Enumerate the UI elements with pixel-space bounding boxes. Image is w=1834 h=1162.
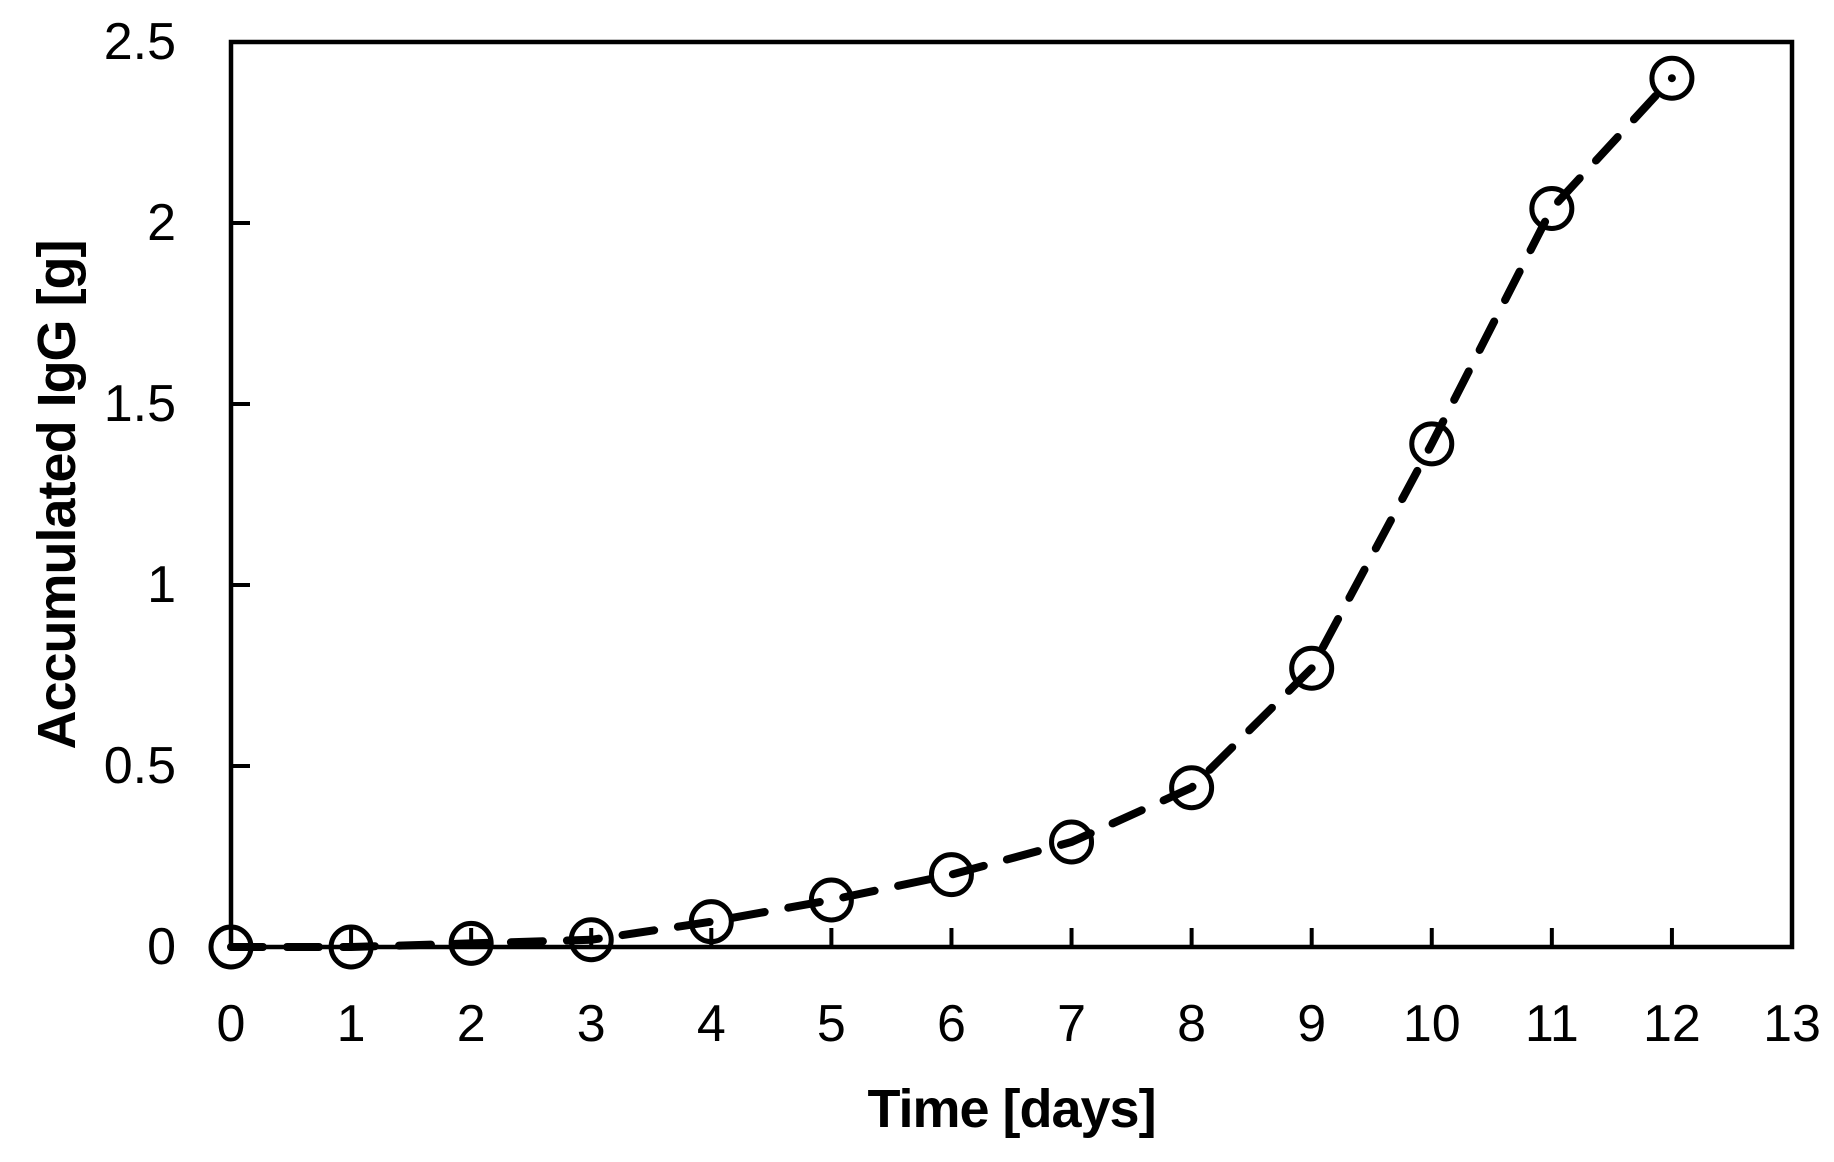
x-tick-label: 10 bbox=[1403, 995, 1461, 1053]
x-tick-label: 3 bbox=[577, 995, 606, 1053]
data-point-marker bbox=[568, 917, 614, 963]
series-line bbox=[227, 74, 1676, 951]
data-point-marker bbox=[688, 899, 734, 945]
x-tick-label: 5 bbox=[817, 995, 846, 1053]
x-tick-label: 4 bbox=[697, 995, 726, 1053]
data-point-marker bbox=[208, 924, 254, 970]
x-tick-label: 1 bbox=[337, 995, 366, 1053]
data-point-marker bbox=[1409, 421, 1455, 467]
data-point-marker bbox=[448, 920, 494, 966]
data-point-marker bbox=[928, 852, 974, 898]
y-tick-label: 1.5 bbox=[104, 375, 176, 433]
data-point-marker bbox=[1289, 645, 1335, 691]
x-tick-label: 11 bbox=[1525, 995, 1579, 1053]
y-tick-label: 0 bbox=[147, 918, 176, 976]
x-tick-label: 2 bbox=[457, 995, 486, 1053]
y-tick-label: 2 bbox=[147, 194, 176, 252]
x-tick-label: 7 bbox=[1057, 995, 1086, 1053]
plot-frame bbox=[228, 39, 1795, 950]
y-tick-label: 2.5 bbox=[104, 13, 176, 71]
x-tick-label: 12 bbox=[1643, 995, 1701, 1053]
x-tick-label: 0 bbox=[217, 995, 246, 1053]
x-tick-label: 6 bbox=[937, 995, 966, 1053]
data-point-marker bbox=[1529, 186, 1575, 232]
y-tick-label: 1 bbox=[147, 556, 176, 614]
x-axis-title: Time [days] bbox=[867, 1079, 1156, 1139]
x-tick-label: 8 bbox=[1177, 995, 1206, 1053]
y-axis-title: Accumulated IgG [g] bbox=[27, 240, 87, 750]
x-tick-label: 9 bbox=[1297, 995, 1326, 1053]
data-point-marker bbox=[1169, 765, 1215, 811]
data-point-marker bbox=[1649, 55, 1695, 101]
y-tick-label: 0.5 bbox=[104, 737, 176, 795]
data-point-marker bbox=[1049, 819, 1095, 865]
data-point-marker bbox=[328, 924, 374, 970]
data-point-marker bbox=[808, 877, 854, 923]
x-tick-label: 13 bbox=[1763, 995, 1821, 1053]
